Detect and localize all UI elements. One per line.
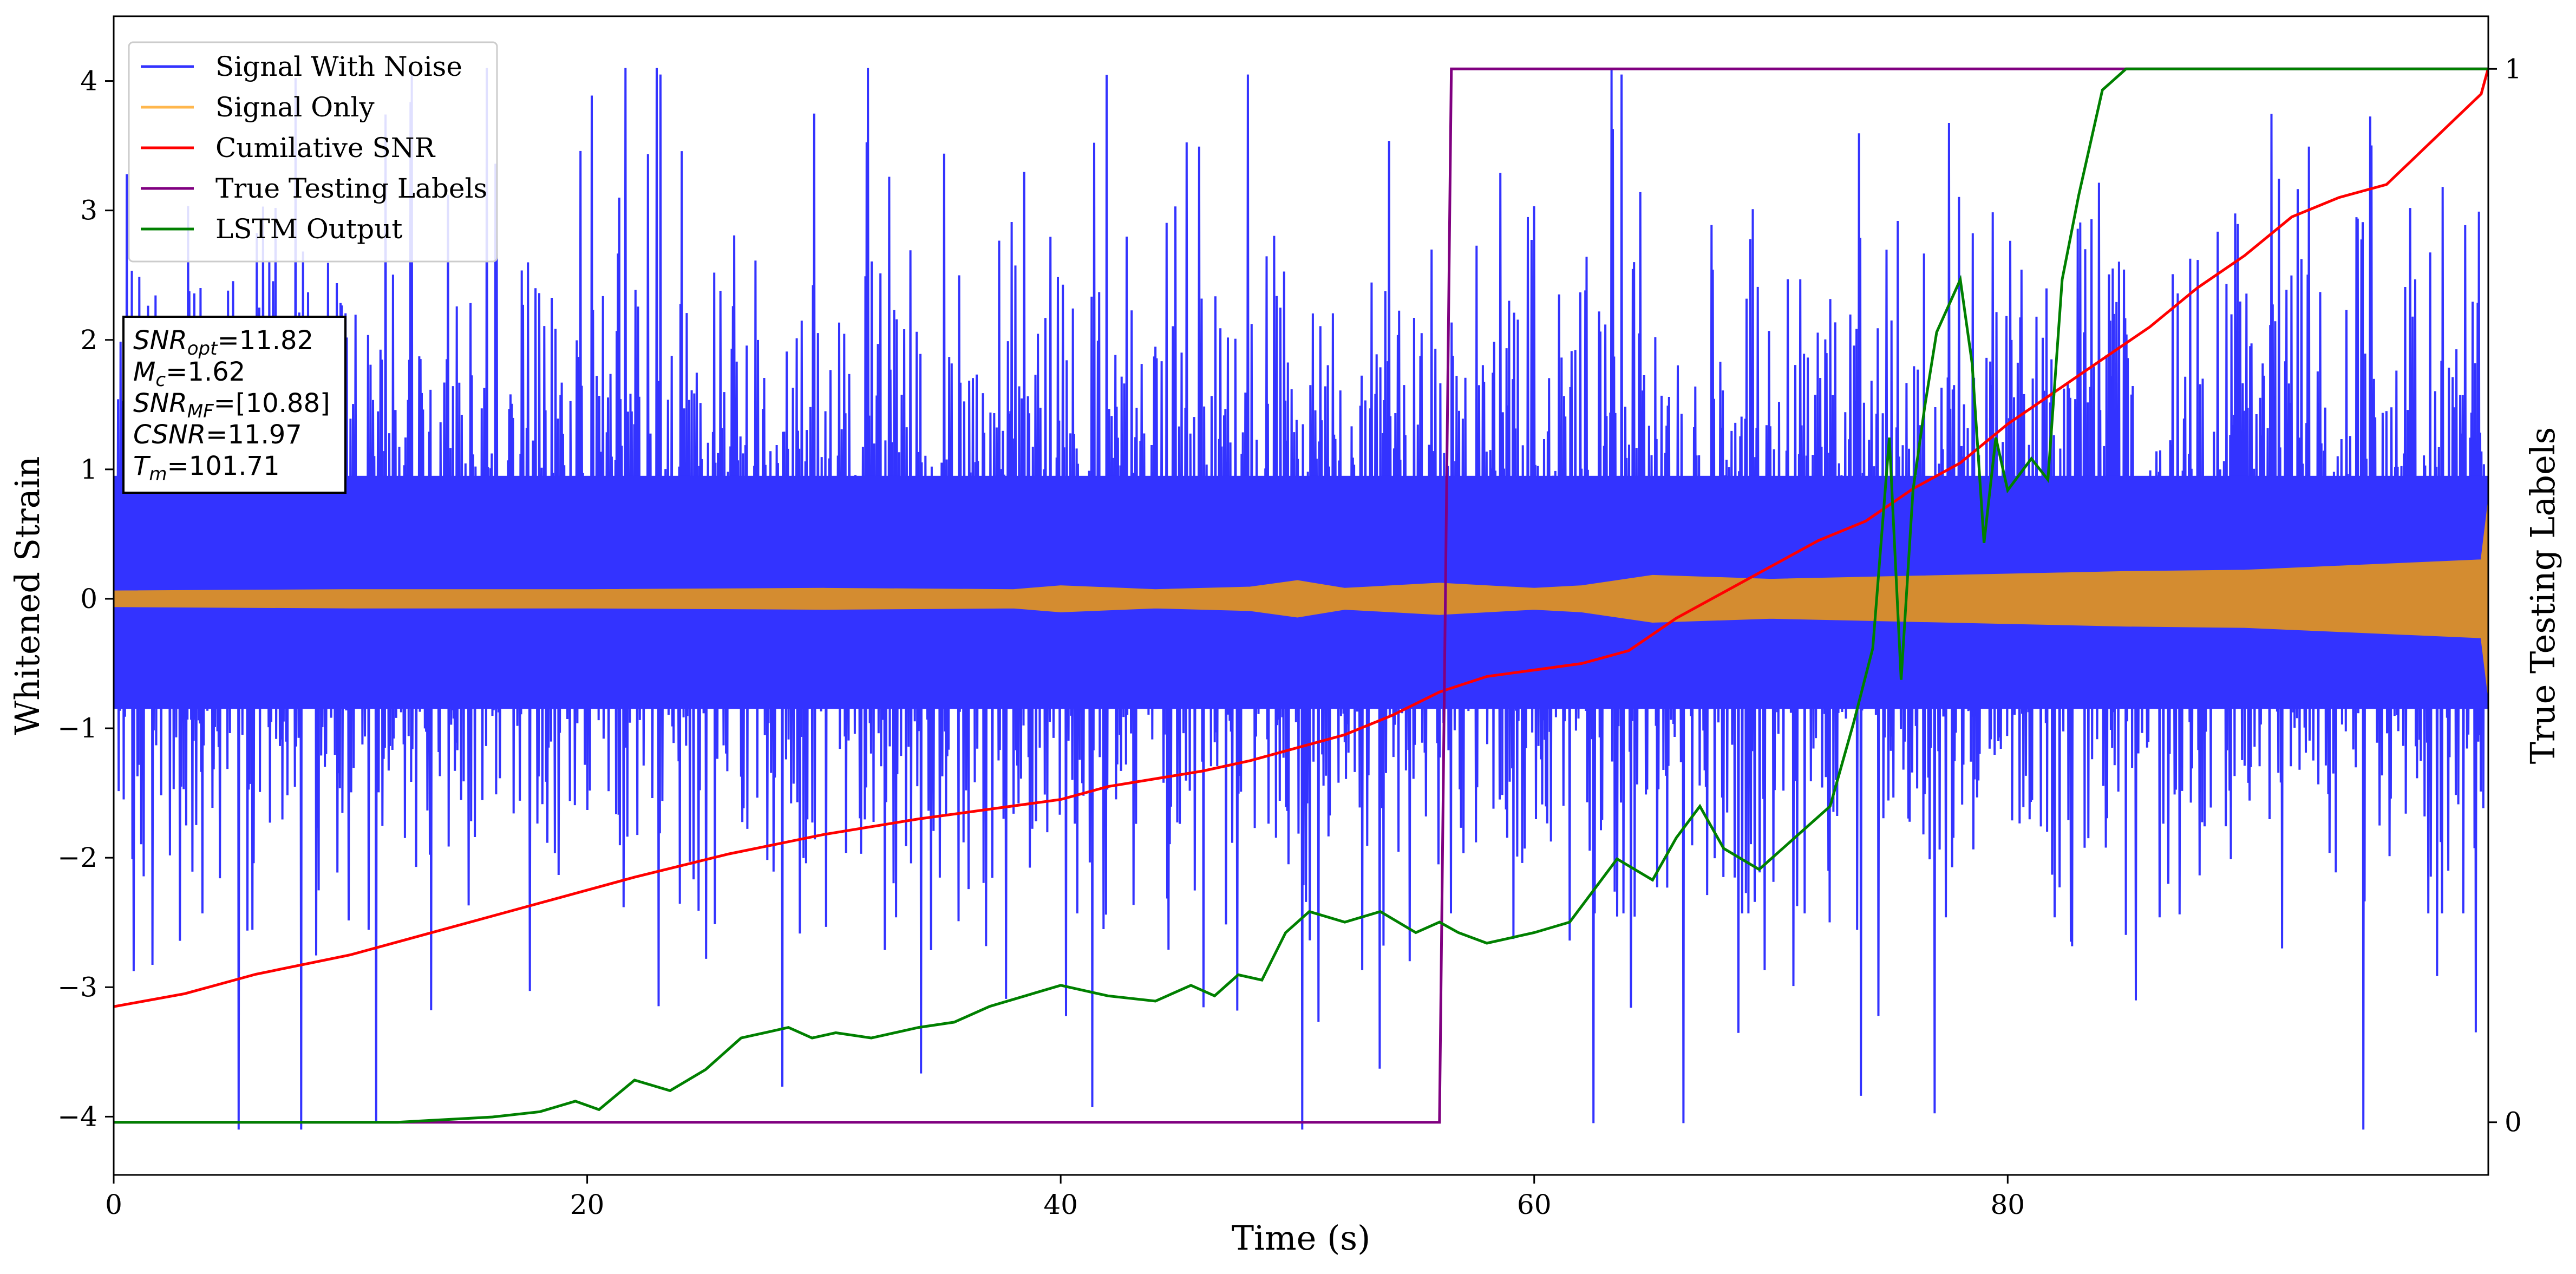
- plot-area: [114, 67, 2488, 1130]
- plot-frame: [113, 15, 2489, 1176]
- y-axis-label-left: Whitened Strain: [8, 456, 47, 735]
- stats-line: Tm=101.71: [133, 451, 280, 485]
- y-tick-label-left: −1: [57, 713, 97, 744]
- stats-frame: [122, 316, 346, 494]
- y-tick-label-left: −2: [57, 842, 97, 873]
- x-tick-label: 20: [570, 1189, 605, 1220]
- signal-only-series: [114, 501, 2488, 696]
- x-tick-label: 80: [1990, 1189, 2025, 1220]
- legend-label: Signal Only: [215, 92, 375, 123]
- x-axis-label: Time (s): [1232, 1218, 1371, 1258]
- y-axis-label-right: True Testing Labels: [2523, 427, 2562, 765]
- cumulative-snr-line: [114, 67, 2488, 1008]
- x-tick-label: 40: [1043, 1189, 1078, 1220]
- stats-line: Mc=1.62: [133, 357, 245, 391]
- y-tick-label-left: −3: [57, 971, 97, 1003]
- x-tick-label: 60: [1517, 1189, 1552, 1220]
- y-tick-label-left: −4: [57, 1101, 97, 1132]
- legend-label: LSTM Output: [215, 213, 402, 245]
- legend-label: Signal With Noise: [215, 51, 462, 82]
- stats-line: CSNR=11.97: [133, 420, 302, 450]
- legend-frame: [128, 41, 498, 263]
- legend: Signal With Noise Signal Only Cumilative S…: [128, 41, 498, 263]
- x-tick-label: 0: [105, 1189, 122, 1220]
- y-tick-label-left: 4: [80, 66, 97, 97]
- y-tick-label-left: 3: [80, 195, 97, 226]
- legend-label: Cumilative SNR: [215, 132, 435, 164]
- y-tick-label-left: 2: [80, 324, 97, 356]
- y-tick-label-left: 0: [80, 583, 97, 615]
- stats-box: SNRopt=11.82Mc=1.62SNRMF=[10.88]CSNR=11.…: [122, 316, 346, 494]
- stats-line: SNRopt=11.82: [133, 325, 313, 360]
- y-tick-label-left: 1: [80, 454, 97, 485]
- true-testing-labels-line: [114, 67, 2488, 1124]
- lstm-output-line: [114, 67, 2488, 1124]
- y-tick-label-right: 0: [2505, 1107, 2522, 1138]
- signal-only-envelope: [114, 501, 2488, 696]
- y-tick-label-right: 1: [2505, 53, 2522, 84]
- legend-label: True Testing Labels: [215, 173, 487, 204]
- stats-line: SNRMF=[10.88]: [133, 388, 330, 422]
